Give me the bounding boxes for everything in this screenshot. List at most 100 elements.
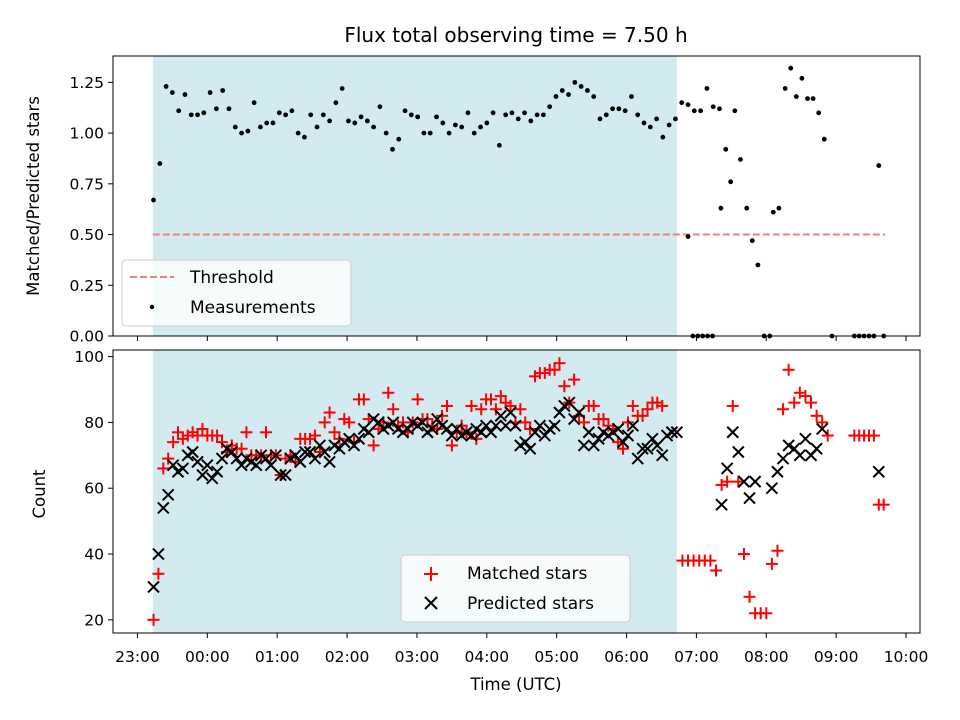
measurement-point <box>226 106 232 112</box>
measurement-point <box>776 205 782 211</box>
measurement-point <box>597 116 603 122</box>
matched-star-point <box>504 399 517 412</box>
matched-star-point <box>147 613 160 626</box>
measurement-point <box>270 120 276 126</box>
predicted-star-point <box>215 452 229 465</box>
top-y-tick-label: 0.25 <box>69 277 104 295</box>
predicted-star-point <box>621 429 635 442</box>
predicted-star-point <box>230 452 243 465</box>
bottom-y-tick-label: 60 <box>84 480 104 498</box>
top-panel: 0.00 0.25 0.50 0.75 1.00 1.25 Matched/Predict… <box>24 55 921 346</box>
measurement-point <box>402 108 408 114</box>
matched-star-point <box>514 403 527 416</box>
predicted-star-point <box>279 468 292 482</box>
predicted-star-point <box>401 422 415 436</box>
matched-star-points <box>147 357 890 626</box>
predicted-star-point <box>720 462 734 475</box>
measurement-point <box>239 130 244 136</box>
matched-star-point <box>411 393 424 406</box>
measurement-point <box>744 205 750 211</box>
legend-matched-label: Matched stars <box>467 564 587 584</box>
measurement-point <box>755 262 761 268</box>
predicted-star-point <box>157 501 170 515</box>
matched-star-point <box>743 590 756 603</box>
measurement-point <box>698 108 704 114</box>
measurement-point <box>572 79 578 85</box>
measurement-point <box>723 146 729 152</box>
measurement-point <box>371 124 377 130</box>
measurement-point <box>717 106 722 112</box>
predicted-star-point <box>269 449 283 462</box>
matched-star-point <box>240 426 253 439</box>
measurement-point <box>314 124 320 130</box>
bottom-y-tick-label: 20 <box>84 611 104 629</box>
measurement-point <box>788 65 794 71</box>
matched-star-point <box>152 567 165 580</box>
predicted-star-point <box>533 419 547 432</box>
predicted-star-point <box>416 416 429 429</box>
measurement-point <box>810 96 816 102</box>
measurement-point <box>484 120 490 126</box>
measurement-point <box>320 112 326 118</box>
matched-star-point <box>805 396 818 409</box>
predicted-star-point <box>577 439 591 452</box>
x-tick-label: 23:00 <box>115 648 160 666</box>
matched-star-point <box>465 399 478 412</box>
predicted-star-point <box>386 416 400 429</box>
predicted-star-point <box>592 432 605 446</box>
predicted-star-point <box>210 465 224 478</box>
matched-star-point <box>641 403 654 416</box>
measurement-point <box>660 134 666 140</box>
matched-star-point <box>737 548 750 561</box>
bottom-y-ticks: 20 40 60 80 100 <box>74 348 113 629</box>
predicted-star-point <box>479 419 493 432</box>
measurement-point <box>704 86 710 91</box>
measurement-point <box>876 163 882 168</box>
legend-predicted-label: Predicted stars <box>467 594 594 614</box>
measurement-point <box>641 120 647 126</box>
matched-star-point <box>196 422 209 435</box>
measurement-point <box>610 106 615 112</box>
matched-star-point <box>455 419 468 432</box>
measurement-point <box>591 94 597 99</box>
predicted-star-point <box>737 475 751 488</box>
predicted-star-point <box>372 416 385 429</box>
matched-star-point <box>382 386 395 399</box>
predicted-star-point <box>303 445 317 459</box>
measurement-point <box>251 100 257 106</box>
predicted-star-point <box>509 419 522 432</box>
predicted-star-point <box>264 458 278 472</box>
predicted-star-point <box>810 442 823 455</box>
measurement-point <box>427 130 433 136</box>
predicted-star-point <box>636 442 649 455</box>
predicted-star-point <box>872 465 885 478</box>
measurement-point <box>415 114 421 120</box>
predicted-star-point <box>528 426 542 439</box>
matched-star-point <box>877 498 890 511</box>
measurement-point <box>805 96 810 102</box>
top-y-tick-label: 1.25 <box>69 74 104 92</box>
predicted-star-point <box>553 406 566 419</box>
predicted-star-point <box>548 419 561 432</box>
predicted-star-point <box>651 439 664 452</box>
measurement-point <box>289 108 295 114</box>
predicted-star-point <box>587 439 600 452</box>
matched-star-point <box>656 399 669 412</box>
matched-star-point <box>211 429 224 442</box>
predicted-star-point <box>782 439 795 452</box>
predicted-star-point <box>289 449 302 462</box>
measurement-point <box>245 128 251 134</box>
measurement-point <box>295 130 301 136</box>
predicted-star-point <box>206 472 219 485</box>
bottom-y-tick-label: 80 <box>84 414 104 432</box>
matched-star-point <box>357 393 370 406</box>
measurement-point <box>793 94 799 99</box>
x-tick-label: 10:00 <box>884 648 929 666</box>
measurement-point <box>578 84 584 89</box>
predicted-star-point <box>440 422 454 436</box>
measurement-point <box>547 104 553 110</box>
bottom-legend-box <box>400 554 631 623</box>
matched-star-point <box>816 416 829 429</box>
matched-star-point <box>636 409 649 422</box>
measurement-point <box>782 86 788 91</box>
